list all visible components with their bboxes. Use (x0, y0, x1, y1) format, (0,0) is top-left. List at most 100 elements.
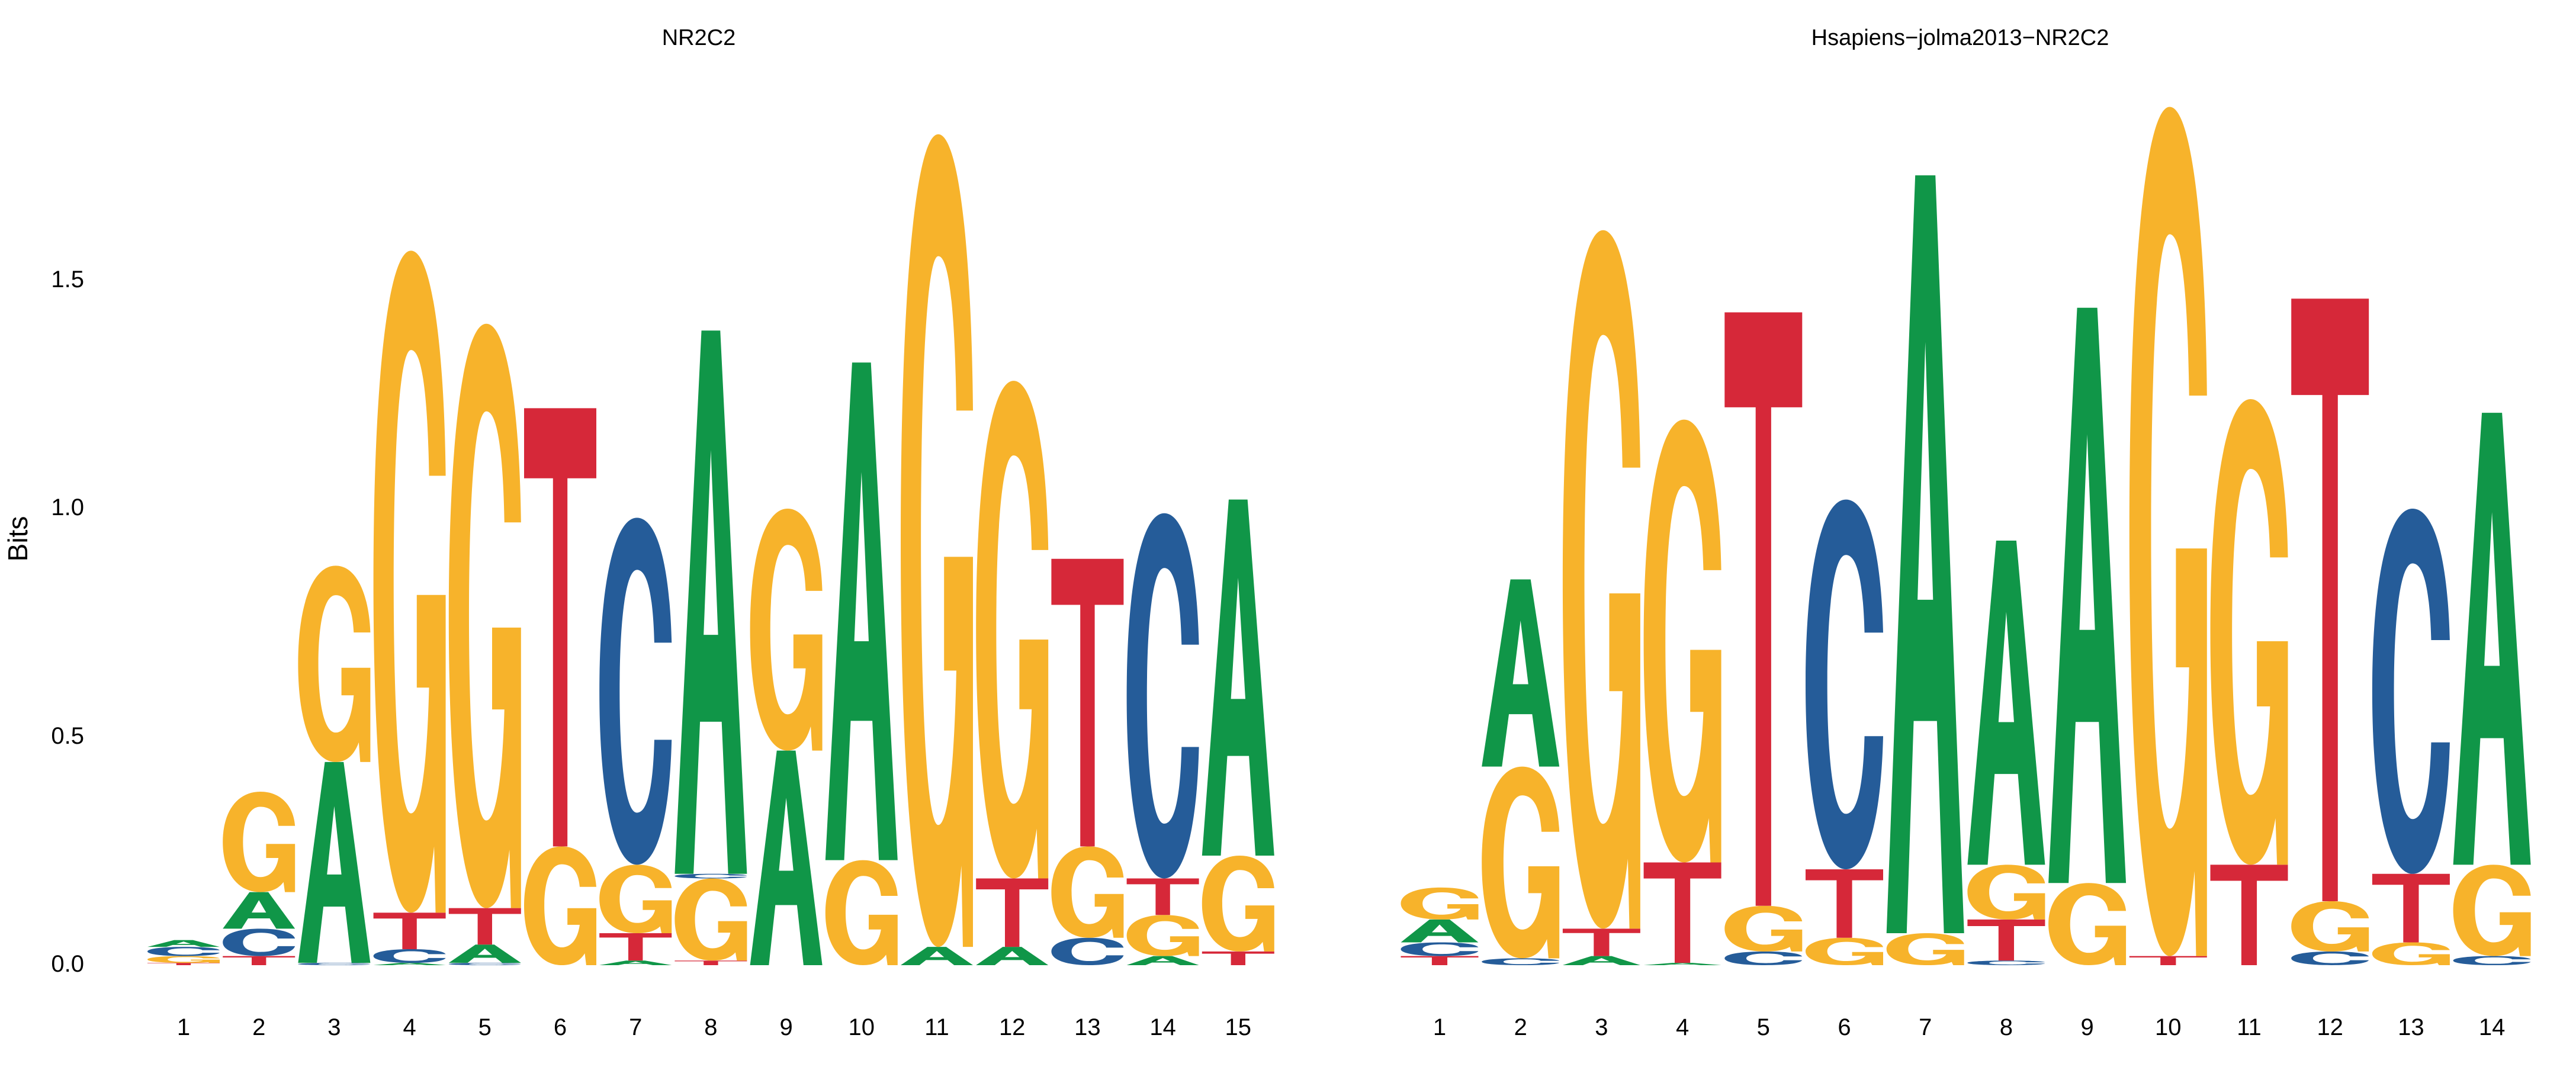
letter-t-p2-0 (223, 956, 295, 965)
letter-a-p15-2 (1202, 499, 1274, 856)
panel-title: NR2C2 (662, 25, 736, 50)
letter-g-p13-0 (2372, 942, 2450, 965)
x-tick-label: 10 (2155, 1014, 2182, 1040)
letter-g-p7-0 (1886, 933, 1964, 965)
x-tick-label: 2 (1514, 1014, 1527, 1040)
logo-stacks (1401, 107, 2531, 965)
letter-t-p4-2 (373, 912, 446, 950)
x-tick-label: 13 (1074, 1014, 1101, 1040)
letter-c-p6-2 (1806, 499, 1883, 870)
logo-panel-hsapiens-jolma2013-nr2c2: Hsapiens−jolma2013−NR2C2 1 2 3 4 5 6 7 8 9 10 11 12… (1401, 25, 2531, 1040)
x-tick-label: 4 (403, 1014, 416, 1040)
x-tick-label: 15 (1225, 1014, 1252, 1040)
letter-t-p6-1 (524, 408, 596, 847)
letter-a-p3-1 (298, 761, 371, 963)
letter-g-p13-1 (1051, 846, 1124, 938)
letter-c-p3-0 (298, 963, 371, 965)
x-tick-label: 1 (1433, 1014, 1446, 1040)
letter-c-p8-2 (674, 873, 747, 879)
letter-a-p7-1 (1886, 175, 1964, 934)
x-axis: 1 2 3 4 5 6 7 8 9 10 11 12 13 14 (1433, 1014, 2505, 1040)
letter-t-p11-0 (2210, 865, 2288, 965)
letter-c-p2-1 (223, 928, 295, 956)
x-tick-label: 12 (999, 1014, 1026, 1040)
letter-c-p12-0 (2291, 951, 2369, 965)
letter-a-p1-3 (147, 940, 220, 947)
letter-g-p9-1 (750, 509, 823, 751)
letter-a-p11-0 (901, 947, 973, 965)
letter-t-p12-1 (976, 878, 1049, 947)
x-tick-label: 5 (478, 1014, 492, 1040)
letter-t-p13-2 (1051, 558, 1124, 847)
letter-g-p1-1 (147, 956, 220, 963)
letter-c-p8-0 (1967, 960, 2045, 965)
x-tick-label: 3 (1595, 1014, 1608, 1040)
letter-g-p9-0 (2048, 883, 2127, 965)
letter-g-p5-1 (1724, 905, 1803, 952)
x-tick-label: 12 (2317, 1014, 2343, 1040)
x-tick-label: 5 (1757, 1014, 1770, 1040)
letter-g-p4-3 (373, 250, 446, 913)
y-axis: 0.0 0.5 1.0 1.5 (51, 266, 84, 977)
letter-a-p8-3 (1967, 540, 2045, 865)
letter-t-p13-1 (2372, 873, 2450, 943)
letter-a-p8-3 (674, 330, 747, 874)
letter-a-p7-0 (599, 960, 672, 965)
letter-g-p14-1 (2453, 865, 2531, 956)
letter-t-p7-1 (599, 933, 672, 961)
letter-c-p1-1 (1401, 942, 1479, 956)
x-tick-label: 14 (2479, 1014, 2506, 1040)
letter-a-p3-0 (1562, 956, 1640, 965)
letter-a-p9-0 (750, 750, 823, 965)
x-tick-label: 6 (1838, 1014, 1851, 1040)
x-tick-label: 3 (327, 1014, 341, 1040)
x-tick-label: 9 (779, 1014, 792, 1040)
y-tick-label: 0.0 (51, 951, 84, 977)
letter-c-p2-0 (1482, 958, 1560, 965)
letter-c-p5-0 (448, 963, 521, 965)
letter-a-p12-0 (976, 947, 1049, 965)
y-tick-label: 1.5 (51, 266, 84, 293)
letter-c-p13-2 (2372, 509, 2450, 874)
letter-g-p10-1 (2129, 107, 2207, 956)
letter-a-p14-0 (1126, 956, 1199, 965)
letter-a-p9-1 (2048, 307, 2127, 883)
letter-g-p1-3 (1401, 887, 1479, 920)
letter-g-p3-2 (298, 565, 371, 762)
letter-t-p14-2 (1126, 878, 1199, 915)
x-tick-label: 6 (554, 1014, 567, 1040)
x-tick-label: 11 (2237, 1014, 2262, 1040)
y-tick-label: 0.5 (51, 723, 84, 749)
letter-g-p11-1 (2210, 399, 2288, 865)
letter-g-p15-1 (1202, 855, 1274, 952)
letter-g-p6-0 (524, 846, 596, 965)
letter-g-p7-2 (599, 865, 672, 934)
x-tick-label: 13 (2398, 1014, 2424, 1040)
letter-g-p4-2 (1643, 419, 1721, 863)
letter-c-p5-0 (1724, 951, 1803, 965)
logo-stacks (147, 134, 1274, 965)
letter-g-p12-2 (976, 381, 1049, 879)
letter-a-p2-2 (223, 892, 295, 929)
letter-g-p10-0 (825, 860, 898, 965)
x-tick-label: 10 (849, 1014, 875, 1040)
letter-t-p1-0 (147, 963, 220, 965)
letter-c-p7-3 (599, 518, 672, 865)
letter-g-p5-3 (448, 323, 521, 908)
letter-c-p4-1 (373, 949, 446, 963)
letter-t-p1-0 (1401, 956, 1479, 965)
letter-a-p4-0 (1643, 963, 1721, 965)
panel-title: Hsapiens−jolma2013−NR2C2 (1811, 25, 2109, 50)
letter-t-p10-0 (2129, 956, 2207, 965)
x-tick-label: 7 (629, 1014, 642, 1040)
letter-t-p4-1 (1643, 862, 1721, 963)
logo-panel-nr2c2: NR2C2 1 2 3 4 5 6 7 8 9 10 11 12 13 14 15 (147, 25, 1274, 1040)
x-tick-label: 9 (2080, 1014, 2093, 1040)
x-tick-label: 1 (177, 1014, 190, 1040)
letter-t-p5-2 (448, 908, 521, 945)
letter-g-p8-1 (674, 878, 747, 961)
letter-c-p13-0 (1051, 937, 1124, 965)
y-tick-label: 1.0 (51, 494, 84, 520)
letter-a-p5-1 (448, 944, 521, 963)
letter-a-p2-2 (1482, 579, 1560, 767)
